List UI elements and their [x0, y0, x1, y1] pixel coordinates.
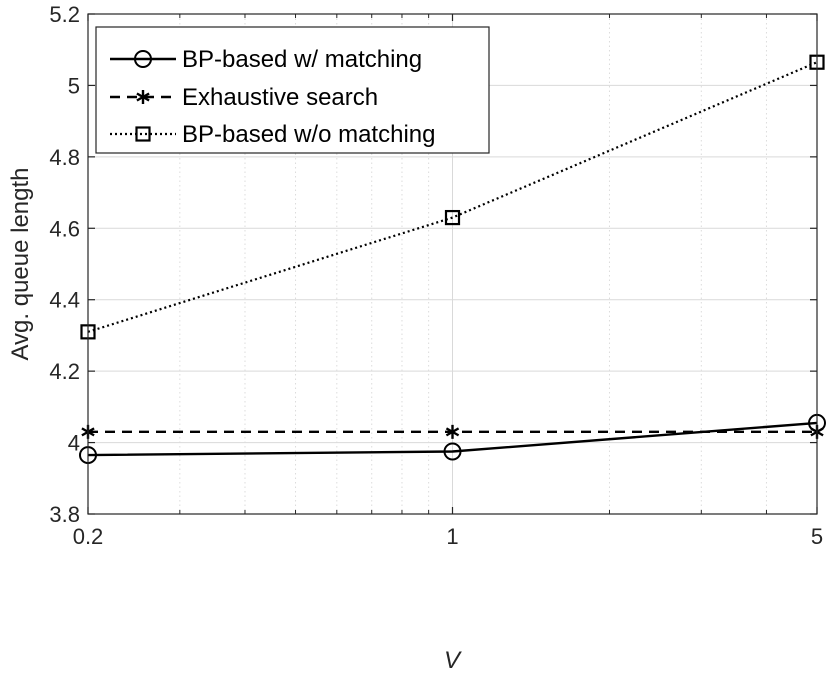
- y-tick-label: 4.8: [49, 145, 80, 170]
- legend: BP-based w/ matching Exhaustive search BP-…: [95, 26, 490, 154]
- y-tick-label: 4.2: [49, 359, 80, 384]
- legend-label-bp-based-w-o-matching: BP-based w/o matching: [182, 121, 435, 148]
- legend-marker-bp-based-w-o-matching: [135, 126, 151, 142]
- x-axis-label: V: [444, 647, 462, 674]
- data-point-bp-based-w-o-matching: [444, 209, 461, 226]
- y-tick-label: 4.6: [49, 216, 80, 241]
- data-point-bp-based-w-matching: [443, 442, 462, 461]
- axis-ticks: [87, 13, 818, 515]
- x-tick-label: 0.2: [73, 524, 104, 549]
- y-axis-label: Avg. queue length: [7, 167, 34, 360]
- series-layer: [79, 54, 826, 465]
- tick-labels: 3.8 4 4.2 4.4 4.6 4.8 5 5.2 0.2 1 5: [49, 2, 823, 549]
- y-tick-label: 5.2: [49, 2, 80, 27]
- x-tick-label: 1: [446, 524, 458, 549]
- data-point-exhaustive-search: [445, 424, 460, 439]
- legend-marker-exhaustive-search: [136, 90, 150, 104]
- y-tick-label: 3.8: [49, 502, 80, 527]
- x-tick-label: 5: [811, 524, 823, 549]
- legend-box: [95, 26, 490, 154]
- y-tick-label: 4: [68, 431, 80, 456]
- y-tick-label: 5: [68, 73, 80, 98]
- series-line-bp-based-w-o-matching: [87, 61, 818, 333]
- legend-label-bp-based-w-matching: BP-based w/ matching: [182, 46, 422, 73]
- y-tick-label: 4.4: [49, 288, 80, 313]
- legend-marker-bp-based-w-matching: [134, 50, 152, 68]
- legend-label-exhaustive-search: Exhaustive search: [182, 84, 378, 111]
- series-line-bp-based-w-matching: [87, 421, 818, 457]
